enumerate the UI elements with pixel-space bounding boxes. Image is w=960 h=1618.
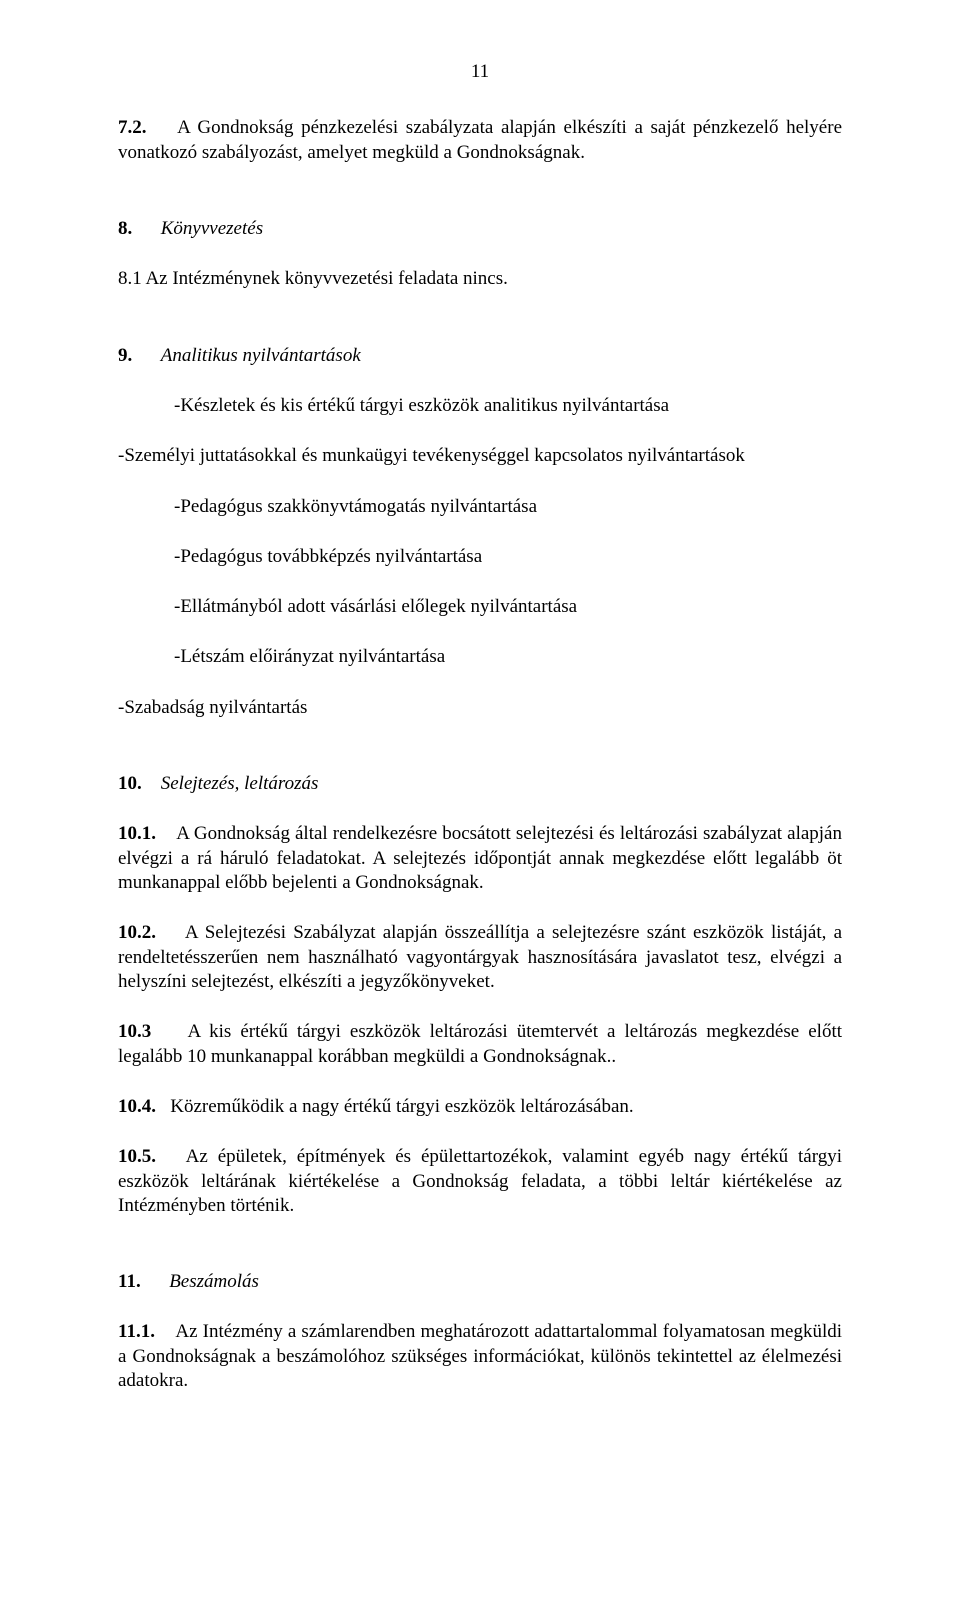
num-11-1: 11.1.: [118, 1321, 155, 1342]
heading-10: 10. Selejtezés, leltározás: [118, 772, 842, 796]
num-7-2: 7.2.: [118, 117, 147, 138]
title-9: Analitikus nyilvántartások: [161, 345, 361, 366]
text-10-3: A kis értékű tárgyi eszközök leltározási…: [118, 1021, 842, 1066]
page-number: 11: [118, 60, 842, 84]
num-8: 8.: [118, 218, 132, 239]
heading-9: 9. Analitikus nyilvántartások: [118, 344, 842, 368]
num-10-4: 10.4.: [118, 1096, 156, 1117]
paragraph-10-4: 10.4. Közreműködik a nagy értékű tárgyi …: [118, 1095, 842, 1119]
num-10-1: 10.1.: [118, 823, 156, 844]
text-10-4: Közreműködik a nagy értékű tárgyi eszköz…: [170, 1096, 633, 1117]
num-10-5: 10.5.: [118, 1146, 156, 1167]
paragraph-10-1: 10.1. A Gondnokság által rendelkezésre b…: [118, 822, 842, 895]
list-item-9-1: -Készletek és kis értékű tárgyi eszközök…: [118, 394, 842, 418]
page: 11 7.2. A Gondnokság pénzkezelési szabál…: [0, 0, 960, 1618]
num-10-3: 10.3: [118, 1021, 151, 1042]
num-10: 10.: [118, 773, 142, 794]
title-10: Selejtezés, leltározás: [161, 773, 319, 794]
text-10-5: Az épületek, építmények és épülettartozé…: [118, 1146, 842, 1216]
num-9: 9.: [118, 345, 132, 366]
num-11: 11.: [118, 1271, 141, 1292]
paragraph-10-2: 10.2. A Selejtezési Szabályzat alapján ö…: [118, 921, 842, 994]
list-item-9-3: -Pedagógus szakkönyvtámogatás nyilvántar…: [118, 495, 842, 519]
text-10-2: A Selejtezési Szabályzat alapján összeál…: [118, 922, 842, 992]
title-8: Könyvvezetés: [161, 218, 263, 239]
heading-8: 8. Könyvvezetés: [118, 217, 842, 241]
text-10-1: A Gondnokság által rendelkezésre bocsáto…: [118, 823, 842, 893]
heading-11: 11. Beszámolás: [118, 1270, 842, 1294]
paragraph-10-5: 10.5. Az épületek, építmények és épülett…: [118, 1145, 842, 1218]
text-7-2: A Gondnokság pénzkezelési szabályzata al…: [118, 117, 842, 162]
list-item-9-4: -Pedagógus továbbképzés nyilvántartása: [118, 545, 842, 569]
list-item-9-7: -Szabadság nyilvántartás: [118, 696, 842, 720]
paragraph-7-2: 7.2. A Gondnokság pénzkezelési szabályza…: [118, 116, 842, 165]
text-11-1: Az Intézmény a számlarendben meghatározo…: [118, 1321, 842, 1391]
paragraph-8-1: 8.1 Az Intézménynek könyvvezetési felada…: [118, 267, 842, 291]
title-11: Beszámolás: [169, 1271, 259, 1292]
paragraph-10-3: 10.3 A kis értékű tárgyi eszközök leltár…: [118, 1020, 842, 1069]
num-10-2: 10.2.: [118, 922, 156, 943]
list-item-9-2: -Személyi juttatásokkal és munkaügyi tev…: [118, 444, 842, 468]
list-item-9-5: -Ellátmányból adott vásárlási előlegek n…: [118, 595, 842, 619]
list-item-9-6: -Létszám előirányzat nyilvántartása: [118, 645, 842, 669]
paragraph-11-1: 11.1. Az Intézmény a számlarendben megha…: [118, 1320, 842, 1393]
